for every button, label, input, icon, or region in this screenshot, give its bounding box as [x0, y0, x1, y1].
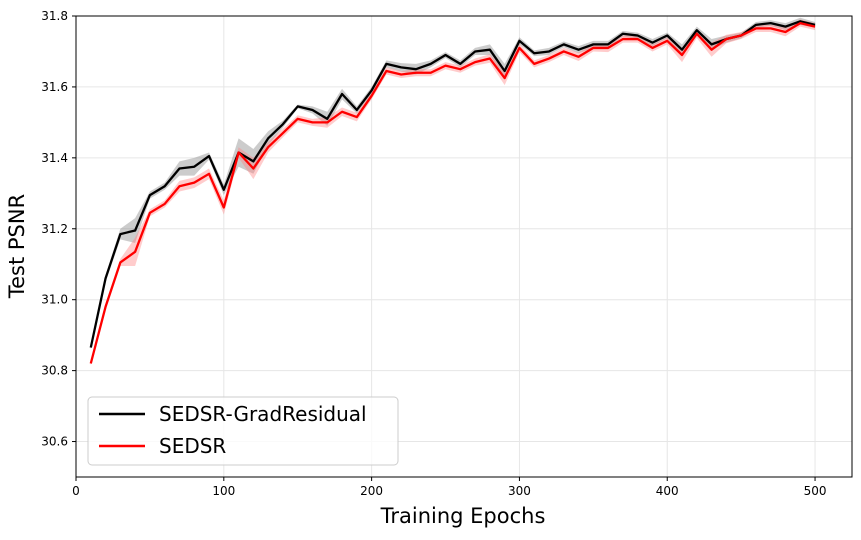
x-axis-ticks: 0 100 200 300 400 500: [72, 477, 827, 498]
legend-box: [87, 396, 399, 466]
plot-frame: [75, 15, 853, 478]
legend: SEDSR-GradResidual SEDSR: [87, 396, 399, 466]
series-lines: [89, 20, 816, 364]
line-sedsr: [89, 21, 816, 364]
y-axis-label: Test PSNR: [5, 194, 29, 299]
x-tick-label: 100: [212, 484, 235, 498]
legend-label-sedsr: SEDSR: [159, 434, 226, 458]
grid-lines: [75, 15, 852, 477]
y-tick-label: 31.4: [41, 151, 68, 165]
y-tick-label: 31.6: [41, 80, 68, 94]
y-tick-label: 30.6: [41, 435, 68, 449]
x-tick-label: 400: [656, 484, 679, 498]
y-tick-label: 31.8: [41, 9, 68, 23]
x-axis-label: Training Epochs: [380, 504, 546, 528]
line-sedsr-gradresidual: [89, 20, 816, 348]
x-tick-label: 0: [72, 484, 80, 498]
x-tick-label: 500: [804, 484, 827, 498]
y-tick-label: 30.8: [41, 364, 68, 378]
y-axis-ticks: 30.6 30.8 31.0 31.2 31.4 31.6 31.8: [41, 9, 76, 449]
x-tick-label: 300: [508, 484, 531, 498]
legend-label-sedsr-gradresidual: SEDSR-GradResidual: [159, 402, 367, 426]
x-tick-label: 200: [360, 484, 383, 498]
y-tick-label: 31.0: [41, 293, 68, 307]
y-tick-label: 31.2: [41, 222, 68, 236]
